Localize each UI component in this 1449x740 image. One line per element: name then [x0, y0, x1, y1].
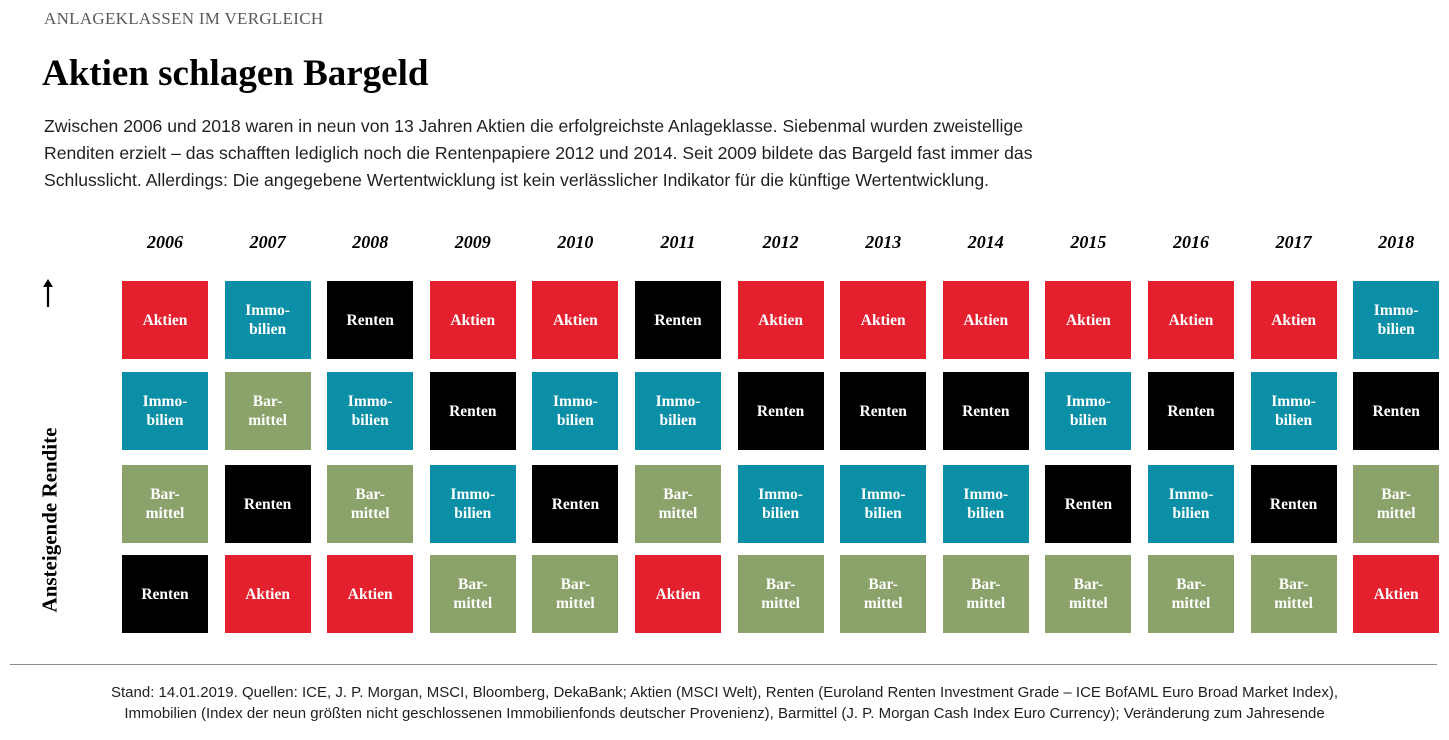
- cell-barmittel: Bar- mittel: [635, 465, 721, 543]
- cell-immobilien: Immo- bilien: [327, 372, 414, 450]
- year-label: 2015: [1070, 232, 1107, 252]
- cell-barmittel: Bar- mittel: [122, 465, 208, 543]
- cell-renten: Renten: [942, 372, 1029, 450]
- cell-barmittel: Bar- mittel: [942, 555, 1029, 633]
- cell-immobilien: Immo- bilien: [737, 465, 824, 543]
- cell-renten: Renten: [532, 465, 619, 543]
- cell-aktien: Aktien: [942, 281, 1029, 359]
- cell-renten: Renten: [327, 281, 414, 359]
- cell-aktien: Aktien: [122, 281, 208, 359]
- chart-title: Aktien schlagen Bargeld: [42, 53, 429, 94]
- cell-aktien: Aktien: [840, 281, 927, 359]
- cell-immobilien: Immo- bilien: [122, 372, 208, 450]
- cell-immobilien: Immo- bilien: [942, 465, 1029, 543]
- intro-line: Renditen erzielt – das schafften ledigli…: [44, 143, 1033, 163]
- cell-barmittel: Bar- mittel: [1148, 555, 1234, 633]
- cell-renten: Renten: [224, 465, 311, 543]
- cell-barmittel: Bar- mittel: [1353, 465, 1440, 543]
- year-label: 2016: [1173, 232, 1209, 252]
- cell-barmittel: Bar- mittel: [840, 555, 927, 633]
- cell-renten: Renten: [1353, 372, 1440, 450]
- cell-barmittel: Bar- mittel: [327, 465, 414, 543]
- intro-line: Schlusslicht. Allerdings: Die angegebene…: [44, 170, 989, 190]
- divider: [10, 664, 1437, 665]
- year-label: 2018: [1378, 232, 1415, 252]
- cell-aktien: Aktien: [1353, 555, 1440, 633]
- cell-immobilien: Immo- bilien: [224, 281, 311, 359]
- year-label: 2017: [1275, 232, 1312, 252]
- source-line: Stand: 14.01.2019. Quellen: ICE, J. P. M…: [111, 684, 1338, 701]
- source-note: Stand: 14.01.2019. Quellen: ICE, J. P. M…: [0, 682, 1449, 724]
- intro-line: Zwischen 2006 und 2018 waren in neun von…: [44, 116, 1024, 136]
- cell-renten: Renten: [122, 555, 208, 633]
- y-axis-label: Ansteigende Rendite: [37, 427, 62, 613]
- cell-aktien: Aktien: [737, 281, 824, 359]
- cell-barmittel: Bar- mittel: [1250, 555, 1337, 633]
- cell-immobilien: Immo- bilien: [429, 465, 516, 543]
- year-label: 2009: [454, 232, 491, 252]
- year-label: 2011: [660, 232, 696, 252]
- cell-immobilien: Immo- bilien: [532, 372, 619, 450]
- cell-immobilien: Immo- bilien: [840, 465, 927, 543]
- cell-aktien: Aktien: [327, 555, 414, 633]
- up-arrow-icon: [43, 279, 53, 307]
- cell-renten: Renten: [1148, 372, 1234, 450]
- cell-immobilien: Immo- bilien: [1353, 281, 1440, 359]
- intro-text: Zwischen 2006 und 2018 waren in neun von…: [44, 113, 1144, 194]
- year-label: 2014: [967, 232, 1004, 252]
- cell-barmittel: Bar- mittel: [429, 555, 516, 633]
- year-label: 2013: [865, 232, 902, 252]
- year-label: 2007: [249, 232, 286, 252]
- cell-aktien: Aktien: [1045, 281, 1132, 359]
- cell-barmittel: Bar- mittel: [532, 555, 619, 633]
- year-label: 2012: [762, 232, 799, 252]
- cell-renten: Renten: [840, 372, 927, 450]
- cell-renten: Renten: [1250, 465, 1337, 543]
- cell-barmittel: Bar- mittel: [737, 555, 824, 633]
- cell-aktien: Aktien: [1250, 281, 1337, 359]
- source-line: Immobilien (Index der neun größten nicht…: [124, 705, 1325, 722]
- cell-aktien: Aktien: [1148, 281, 1234, 359]
- year-label: 2008: [352, 232, 389, 252]
- kicker-label: ANLAGEKLASSEN IM VERGLEICH: [44, 9, 324, 28]
- year-label: 2010: [557, 232, 594, 252]
- cell-renten: Renten: [1045, 465, 1132, 543]
- cell-aktien: Aktien: [224, 555, 311, 633]
- cell-renten: Renten: [429, 372, 516, 450]
- year-label: 2006: [147, 232, 183, 252]
- cell-barmittel: Bar- mittel: [1045, 555, 1132, 633]
- cell-aktien: Aktien: [635, 555, 721, 633]
- cell-barmittel: Bar- mittel: [224, 372, 311, 450]
- cell-immobilien: Immo- bilien: [1045, 372, 1132, 450]
- cell-renten: Renten: [737, 372, 824, 450]
- cell-aktien: Aktien: [532, 281, 619, 359]
- cell-immobilien: Immo- bilien: [635, 372, 721, 450]
- cell-immobilien: Immo- bilien: [1148, 465, 1234, 543]
- cell-aktien: Aktien: [429, 281, 516, 359]
- cell-immobilien: Immo- bilien: [1250, 372, 1337, 450]
- cell-renten: Renten: [635, 281, 721, 359]
